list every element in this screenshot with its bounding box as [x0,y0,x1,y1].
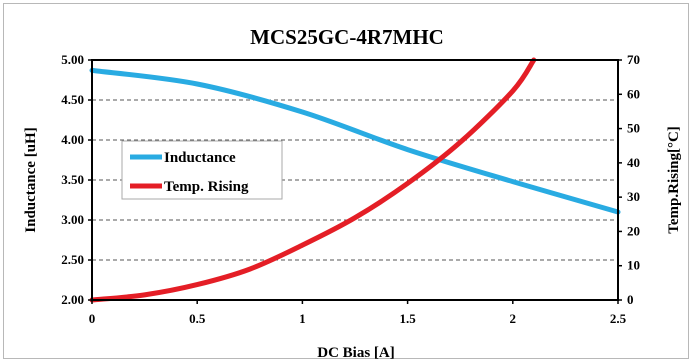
legend: Inductance Temp. Rising [121,140,283,200]
y-axis-title: Inductance [uH] [23,127,39,232]
y-tick-label: 4.00 [61,132,84,147]
y2-tick-label: 70 [627,52,640,67]
y-tick-label: 2.50 [61,252,84,267]
x-axis-title: DC Bias [A] [317,345,395,361]
x-tick-label: 1 [299,311,306,326]
y2-axis-title: Temp.Rising[°C] [666,126,682,234]
x-tick-label: 2.5 [610,311,627,326]
series-line-inductance [89,67,621,215]
y-tick-label: 3.00 [61,212,84,227]
x-tick-label: 0.5 [189,311,206,326]
legend-box [121,140,283,200]
x-tick-label: 2 [510,311,517,326]
y2-tick-label: 40 [627,155,640,170]
y2-tick-label: 60 [627,86,640,101]
legend-label-inductance: Inductance [164,150,236,166]
chart-title: MCS25GC-4R7MHC [250,25,444,49]
y-tick-label: 2.00 [61,292,84,307]
y2-tick-label: 50 [627,121,640,136]
legend-label-temp-rising: Temp. Rising [164,179,249,195]
y2-tick-label: 20 [627,223,640,238]
series-layer [89,57,621,303]
y-tick-label: 4.50 [61,92,84,107]
y2-tick-label: 10 [627,258,640,273]
y2-tick-label: 30 [627,189,640,204]
x-tick-label: 0 [89,311,96,326]
x-tick-label: 1.5 [399,311,416,326]
y2-tick-label: 0 [627,292,634,307]
y-tick-label: 5.00 [61,52,84,67]
series-line-temp-rising [89,57,537,303]
y-tick-label: 3.50 [61,172,84,187]
tick-labels: 2.002.503.003.504.004.505.00010203040506… [61,52,640,326]
